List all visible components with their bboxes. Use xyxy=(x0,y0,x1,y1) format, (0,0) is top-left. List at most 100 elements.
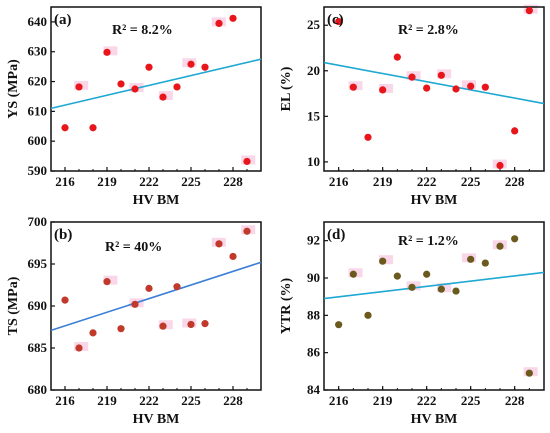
panel-letter: (c) xyxy=(327,12,344,28)
y-tick-label: 630 xyxy=(28,44,48,59)
fit-line xyxy=(50,58,262,110)
data-point xyxy=(393,272,401,280)
x-tick-label: 222 xyxy=(139,174,159,189)
y-tick-label: 90 xyxy=(307,270,320,285)
y-tick-label: 600 xyxy=(28,133,48,148)
x-tick-label: 228 xyxy=(505,393,525,408)
x-tick-label: 228 xyxy=(505,174,525,189)
y-tick-label: 695 xyxy=(28,256,48,271)
x-tick-label: 222 xyxy=(417,393,437,408)
data-point xyxy=(364,133,372,141)
x-tick-label: 225 xyxy=(181,393,201,408)
data-point xyxy=(159,322,167,330)
plot-frame xyxy=(323,221,545,391)
highlight-patch xyxy=(379,83,394,93)
data-point xyxy=(349,270,357,278)
data-point xyxy=(452,287,460,295)
data-point xyxy=(61,124,69,132)
y-tick-label: 88 xyxy=(307,307,321,322)
data-point xyxy=(187,60,195,68)
data-point xyxy=(243,227,251,235)
data-point xyxy=(481,83,489,91)
data-point xyxy=(408,73,416,81)
data-point xyxy=(159,93,167,101)
data-point xyxy=(145,284,153,292)
data-point xyxy=(525,369,533,377)
data-point xyxy=(89,329,97,337)
data-point xyxy=(423,84,431,92)
data-point xyxy=(173,283,181,291)
plot-frame xyxy=(50,6,262,172)
highlight-patch xyxy=(103,275,118,285)
data-point xyxy=(75,83,83,91)
data-point xyxy=(187,320,195,329)
data-point xyxy=(173,83,181,91)
y-tick-label: 590 xyxy=(28,163,48,178)
x-tick-label: 216 xyxy=(55,174,75,189)
y-tick-label: 84 xyxy=(307,382,321,397)
fit-line xyxy=(50,261,262,332)
data-point xyxy=(379,86,387,94)
data-point xyxy=(467,255,475,263)
chart-panel-3: 216 219 222 225 228 680 685 690 695 700 HV BM TS (M… xyxy=(6,214,262,427)
data-point xyxy=(423,270,431,278)
data-point xyxy=(229,14,237,22)
data-point xyxy=(335,321,343,329)
x-tick-label: 222 xyxy=(139,393,159,408)
y-tick-label: 25 xyxy=(307,17,321,32)
data-point xyxy=(103,48,111,56)
y-tick-label: 92 xyxy=(307,233,320,248)
data-point xyxy=(511,235,519,243)
y-tick-label: 620 xyxy=(28,74,48,89)
x-tick-label: 228 xyxy=(223,174,243,189)
panel-letter: (b) xyxy=(54,227,72,243)
x-tick-label: 216 xyxy=(329,393,349,408)
data-point xyxy=(496,161,504,170)
data-point xyxy=(335,17,343,26)
data-point xyxy=(349,83,357,91)
fit-line xyxy=(323,61,545,105)
data-point xyxy=(408,283,416,291)
r-squared-annotation: R² = 1.2% xyxy=(398,234,459,249)
x-tick-label: 219 xyxy=(97,393,117,408)
y-tick-label: 680 xyxy=(28,382,48,397)
y-axis-label: YS (MPa) xyxy=(6,59,21,119)
r-squared-annotation: R² = 2.8% xyxy=(398,23,459,38)
x-tick-label: 222 xyxy=(417,174,437,189)
highlight-patch xyxy=(379,255,394,265)
panel-letter: (a) xyxy=(54,12,72,28)
y-tick-label: 86 xyxy=(307,345,321,360)
y-tick-label: 685 xyxy=(28,340,48,355)
chart-panel-1: 216 219 222 225 228 590 600 610 620 630 640 HV BM YS… xyxy=(6,6,262,208)
data-point xyxy=(61,296,69,304)
data-point xyxy=(131,300,139,308)
x-tick-label: 225 xyxy=(461,174,481,189)
x-tick-label: 219 xyxy=(373,393,393,408)
data-point xyxy=(117,80,125,88)
data-point xyxy=(525,7,533,15)
data-point xyxy=(215,240,223,248)
data-point xyxy=(467,82,475,90)
data-point xyxy=(145,63,153,71)
plot-frame xyxy=(323,6,545,172)
y-tick-label: 10 xyxy=(307,154,320,169)
x-axis-label: HV BM xyxy=(411,412,458,427)
data-point xyxy=(364,311,372,319)
panel-letter: (d) xyxy=(327,227,345,243)
data-point xyxy=(215,19,223,27)
x-axis-label: HV BM xyxy=(133,412,180,427)
y-tick-label: 700 xyxy=(28,214,48,229)
data-point xyxy=(379,257,387,265)
data-point xyxy=(201,320,209,328)
data-point xyxy=(201,63,209,71)
data-point xyxy=(496,242,504,250)
y-axis-label: EL (%) xyxy=(279,66,294,111)
y-tick-label: 15 xyxy=(307,108,321,123)
data-point xyxy=(103,278,111,286)
r-squared-annotation: R² = 40% xyxy=(105,240,162,255)
x-tick-label: 228 xyxy=(223,393,243,408)
data-point xyxy=(117,325,125,333)
data-point xyxy=(511,127,519,135)
x-tick-label: 219 xyxy=(97,174,117,189)
